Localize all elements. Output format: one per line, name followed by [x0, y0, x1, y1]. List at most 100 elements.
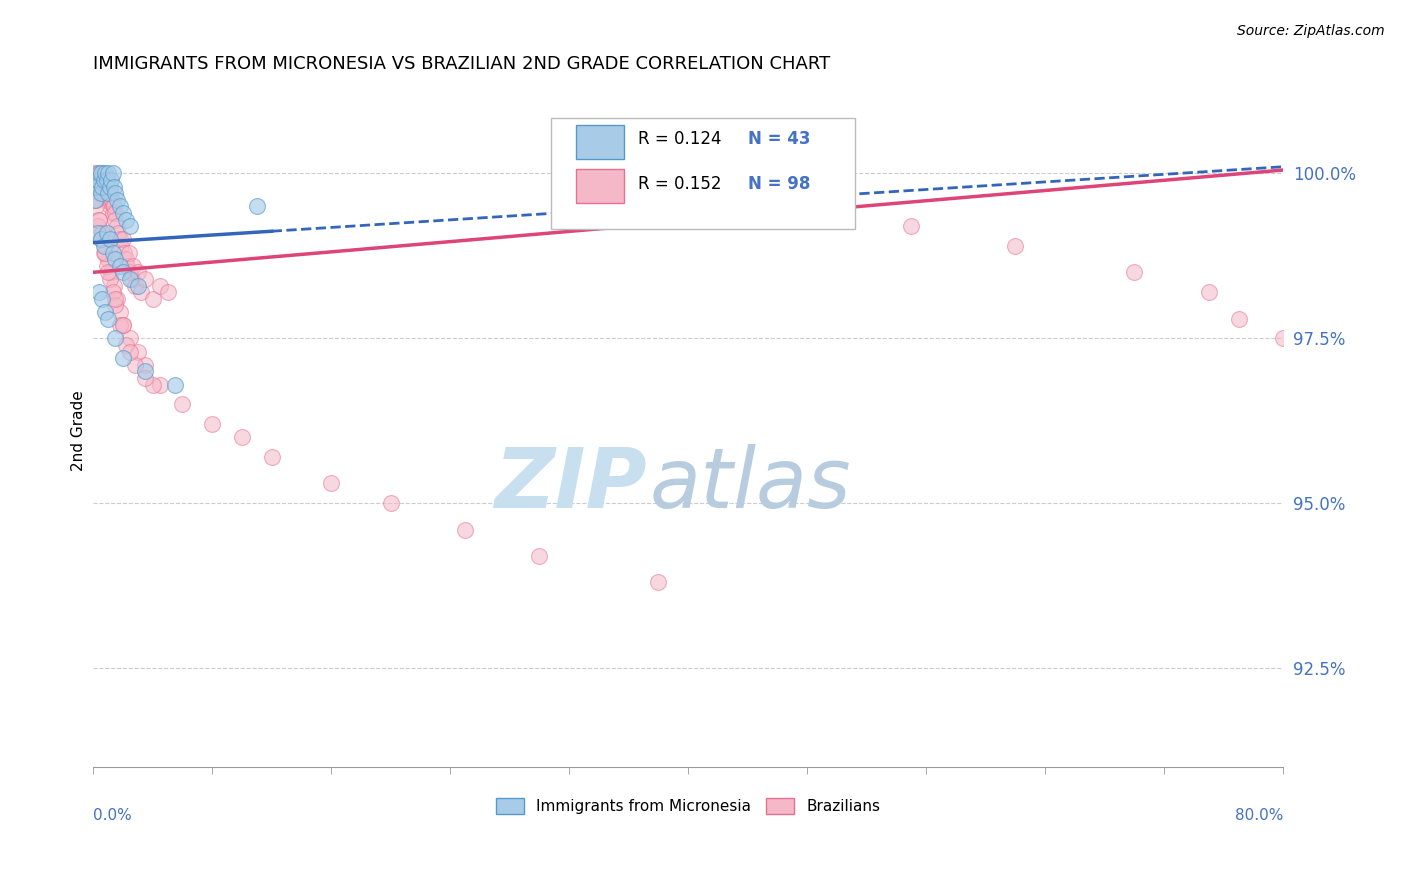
Y-axis label: 2nd Grade: 2nd Grade — [72, 391, 86, 471]
Point — [260, 450, 283, 464]
Text: 80.0%: 80.0% — [1234, 807, 1284, 822]
FancyBboxPatch shape — [576, 169, 624, 202]
Point — [172, 397, 194, 411]
Point — [93, 239, 115, 253]
Point — [104, 252, 127, 266]
Point — [115, 252, 138, 266]
Point — [84, 166, 107, 180]
Point — [118, 245, 141, 260]
Point — [111, 351, 134, 365]
Point — [321, 476, 343, 491]
Point — [134, 371, 156, 385]
Point — [115, 338, 138, 352]
Text: 0.0%: 0.0% — [93, 807, 132, 822]
Point — [111, 265, 134, 279]
Point — [142, 377, 165, 392]
Point — [124, 358, 146, 372]
Point — [96, 186, 118, 201]
Point — [93, 173, 115, 187]
Point — [94, 239, 117, 253]
Point — [1198, 285, 1220, 299]
Point — [104, 298, 127, 312]
Text: R = 0.124: R = 0.124 — [638, 130, 721, 148]
Point — [1227, 311, 1250, 326]
Point — [101, 285, 124, 299]
Point — [149, 278, 172, 293]
Text: ZIP: ZIP — [494, 444, 647, 525]
Point — [97, 179, 120, 194]
Legend: Immigrants from Micronesia, Brazilians: Immigrants from Micronesia, Brazilians — [491, 792, 886, 821]
Point — [101, 166, 124, 180]
Text: Source: ZipAtlas.com: Source: ZipAtlas.com — [1237, 24, 1385, 38]
Point — [96, 173, 118, 187]
Point — [90, 166, 112, 180]
Point — [98, 272, 121, 286]
Point — [86, 226, 108, 240]
Point — [100, 265, 122, 279]
Point — [111, 206, 134, 220]
Point — [100, 186, 122, 201]
Point — [96, 259, 118, 273]
Point — [104, 331, 127, 345]
Point — [90, 179, 112, 194]
Point — [93, 179, 115, 194]
Point — [127, 344, 149, 359]
Point — [115, 212, 138, 227]
Point — [900, 219, 922, 234]
Point — [86, 219, 108, 234]
Point — [90, 232, 112, 246]
Point — [94, 305, 117, 319]
Point — [97, 311, 120, 326]
Point — [231, 430, 253, 444]
Point — [108, 199, 131, 213]
FancyBboxPatch shape — [576, 125, 624, 159]
Point — [84, 179, 107, 194]
Point — [110, 239, 132, 253]
Point — [94, 179, 117, 194]
Point — [124, 278, 146, 293]
Point — [90, 186, 112, 201]
Point — [89, 186, 111, 201]
Point — [108, 259, 131, 273]
Point — [134, 358, 156, 372]
Point — [201, 417, 224, 431]
Point — [91, 173, 114, 187]
Point — [108, 305, 131, 319]
Point — [101, 199, 124, 213]
Point — [111, 232, 134, 246]
Point — [129, 285, 152, 299]
Text: IMMIGRANTS FROM MICRONESIA VS BRAZILIAN 2ND GRADE CORRELATION CHART: IMMIGRANTS FROM MICRONESIA VS BRAZILIAN … — [93, 55, 831, 73]
Point — [120, 272, 142, 286]
Point — [91, 166, 114, 180]
Point — [89, 173, 111, 187]
Point — [127, 265, 149, 279]
Point — [1004, 239, 1026, 253]
Point — [96, 226, 118, 240]
Point — [121, 272, 143, 286]
Point — [134, 364, 156, 378]
Point — [120, 219, 142, 234]
Point — [97, 252, 120, 266]
Point — [111, 318, 134, 332]
Point — [112, 245, 135, 260]
Point — [91, 292, 114, 306]
Point — [104, 206, 127, 220]
Point — [100, 173, 122, 187]
Point — [97, 186, 120, 201]
Point — [454, 523, 477, 537]
Point — [83, 193, 105, 207]
Point — [780, 199, 803, 213]
Point — [1123, 265, 1146, 279]
Text: R = 0.152: R = 0.152 — [638, 175, 721, 193]
Point — [380, 496, 402, 510]
Point — [107, 226, 129, 240]
Point — [142, 292, 165, 306]
Point — [120, 331, 142, 345]
Point — [93, 186, 115, 201]
Point — [96, 193, 118, 207]
Point — [105, 193, 128, 207]
Point — [120, 265, 142, 279]
Point — [98, 199, 121, 213]
Point — [84, 199, 107, 213]
Point — [103, 278, 125, 293]
